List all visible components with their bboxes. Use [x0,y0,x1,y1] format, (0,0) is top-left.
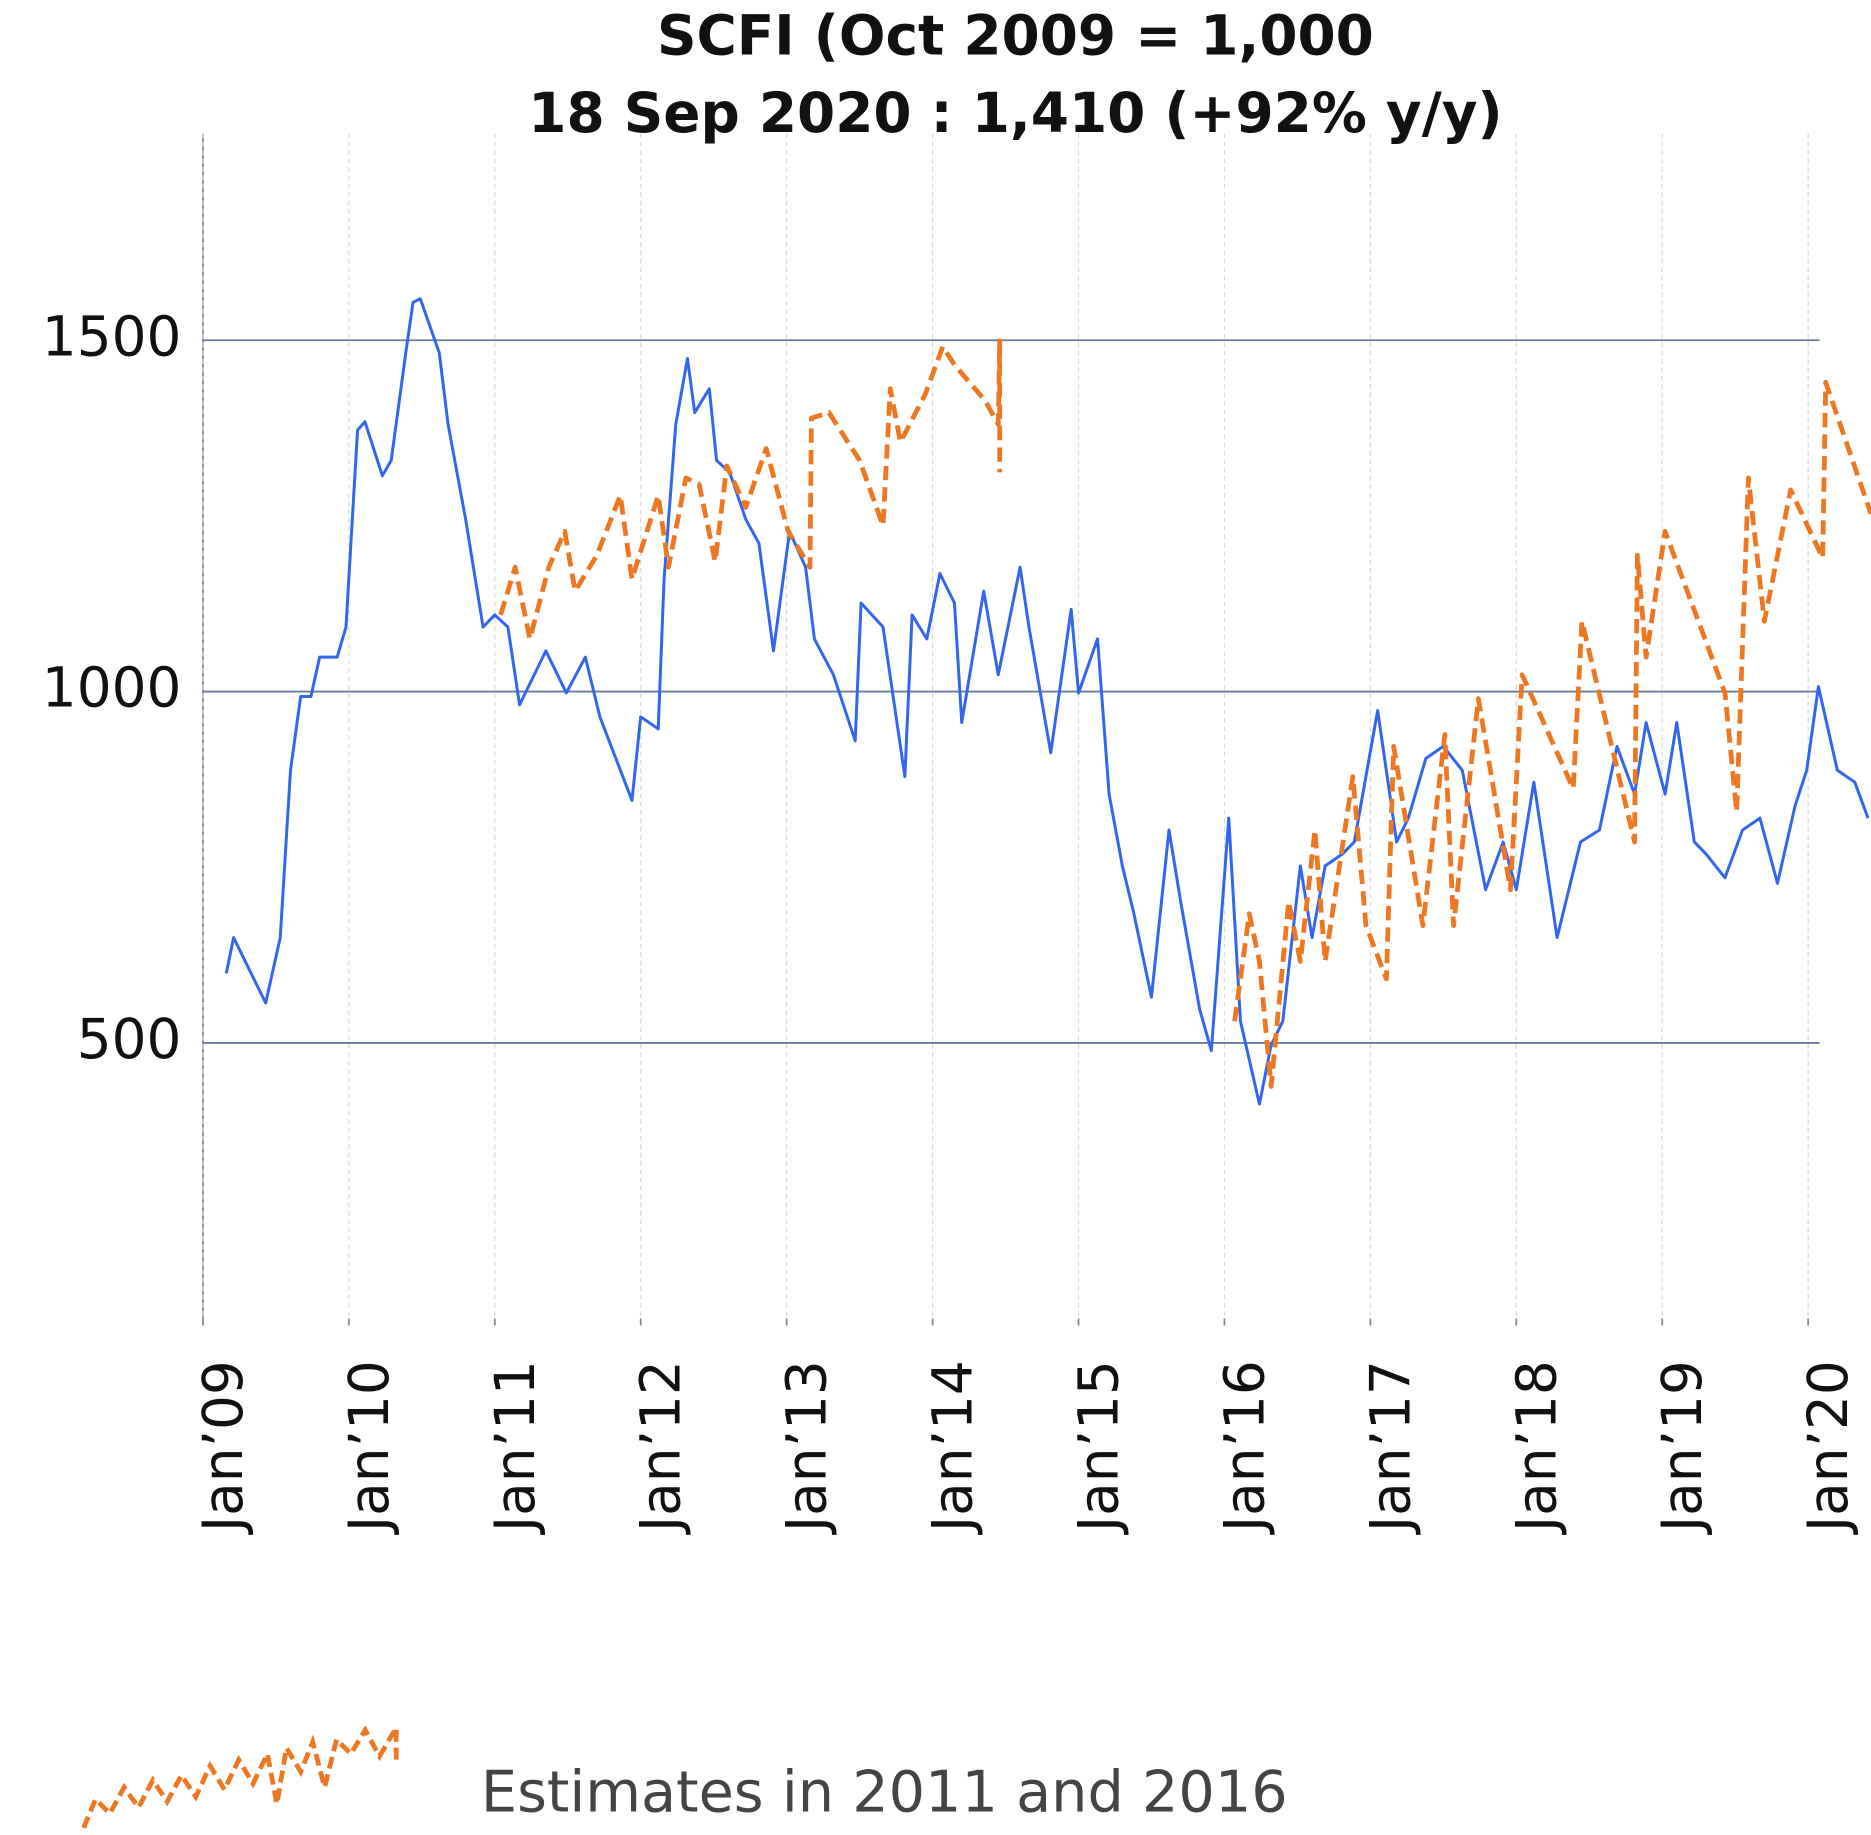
series-line [224,297,1870,1106]
y-tick-label: 500 [77,1007,182,1071]
x-tick-label: Jan’20 [1796,1360,1860,1535]
x-tick-label: Jan’14 [921,1360,985,1535]
y-tick-label: 1500 [42,304,182,368]
x-tick-label: Jan’18 [1504,1360,1568,1535]
x-tick-label: Jan’09 [191,1360,255,1535]
x-tick-label: Jan’19 [1650,1360,1714,1535]
y-tick-label: 1000 [42,656,182,720]
x-tick-label: Jan’12 [629,1360,693,1535]
legend-swatch [81,1718,399,1829]
series-line [498,338,1871,1089]
x-tick-label: Jan’10 [337,1360,401,1535]
chart-subtitle: 18 Sep 2020 : 1,410 (+92% y/y) [528,81,1502,145]
legend-label: Estimates in 2011 and 2016 [481,1758,1288,1825]
x-tick-label: Jan’17 [1358,1360,1422,1535]
x-tick-label: Jan’13 [775,1360,839,1535]
x-tick-label: Jan’15 [1066,1360,1130,1535]
x-tick-label: Jan’11 [483,1360,547,1535]
chart-title: SCFI (Oct 2009 = 1,000 [657,3,1374,67]
x-tick-label: Jan’16 [1212,1360,1276,1535]
